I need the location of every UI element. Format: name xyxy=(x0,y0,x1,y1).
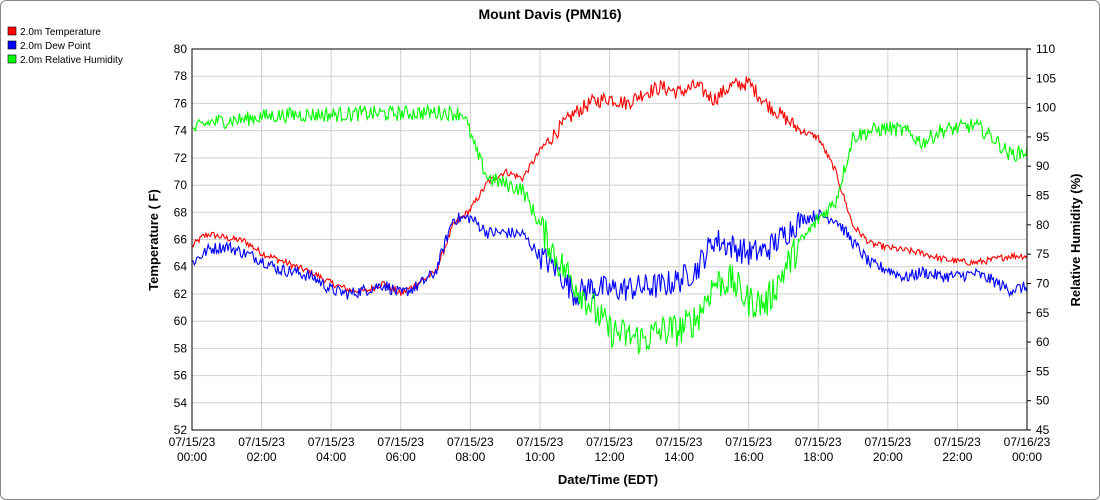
series-line-0 xyxy=(191,76,1028,296)
left-tick-label: 54 xyxy=(174,396,188,410)
chart-lines xyxy=(191,76,1028,355)
x-tick-date: 07/15/23 xyxy=(795,435,842,449)
left-tick-label: 60 xyxy=(174,314,188,328)
x-tick-time: 00:00 xyxy=(177,450,207,464)
right-tick-label: 65 xyxy=(1036,306,1050,320)
left-tick-label: 70 xyxy=(174,178,188,192)
left-tick-label: 52 xyxy=(174,423,188,437)
chart-legend: 2.0m Temperature 2.0m Dew Point 2.0m Relat… xyxy=(7,26,123,66)
x-tick-date: 07/15/23 xyxy=(586,435,633,449)
x-tick-date: 07/15/23 xyxy=(308,435,355,449)
series-line-1 xyxy=(191,208,1028,307)
x-tick-time: 08:00 xyxy=(455,450,485,464)
x-tick-time: 22:00 xyxy=(942,450,972,464)
x-axis-label: Date/Time (EDT) xyxy=(558,472,658,487)
x-tick-time: 04:00 xyxy=(316,450,346,464)
chart-grid xyxy=(191,48,1028,431)
x-tick-time: 18:00 xyxy=(803,450,833,464)
right-tick-label: 75 xyxy=(1036,247,1050,261)
left-tick-label: 76 xyxy=(174,96,188,110)
chart-title: Mount Davis (PMN16) xyxy=(478,6,621,22)
x-tick-time: 10:00 xyxy=(525,450,555,464)
x-tick-time: 14:00 xyxy=(664,450,694,464)
right-tick-label: 70 xyxy=(1036,276,1050,290)
right-tick-label: 110 xyxy=(1036,42,1055,56)
legend-label: 2.0m Dew Point xyxy=(20,41,91,52)
right-axis-ticks: 45 50 55 60 65 70 75 80 85 90 95 100 105 110 xyxy=(1027,42,1056,437)
x-tick-date: 07/15/23 xyxy=(725,435,772,449)
legend-swatch xyxy=(7,40,17,50)
left-tick-label: 68 xyxy=(174,205,188,219)
plot-area-border xyxy=(191,48,1028,431)
right-tick-label: 85 xyxy=(1036,189,1050,203)
x-tick-date: 07/15/23 xyxy=(169,435,216,449)
legend-label: 2.0m Relative Humidity xyxy=(20,55,123,66)
right-tick-label: 90 xyxy=(1036,159,1050,173)
legend-swatch xyxy=(7,26,17,36)
left-tick-label: 62 xyxy=(174,287,188,301)
chart-axes xyxy=(191,48,1028,431)
x-tick-date: 07/15/23 xyxy=(864,435,911,449)
right-tick-label: 60 xyxy=(1036,335,1050,349)
right-tick-label: 105 xyxy=(1036,71,1056,85)
x-tick-date: 07/15/23 xyxy=(656,435,703,449)
x-tick-date: 07/15/23 xyxy=(377,435,424,449)
right-tick-label: 55 xyxy=(1036,364,1050,378)
left-tick-label: 64 xyxy=(174,260,188,274)
left-axis-ticks: 52 54 56 58 60 62 64 66 68 70 72 74 76 78 80 xyxy=(174,42,188,437)
right-tick-label: 50 xyxy=(1036,394,1050,408)
series-line-2 xyxy=(191,103,1028,355)
legend-label: 2.0m Temperature xyxy=(20,27,101,38)
x-tick-time: 02:00 xyxy=(247,450,277,464)
x-axis-ticks: 07/15/2300:0007/15/2302:0007/15/2304:000… xyxy=(169,435,1051,464)
x-tick-time: 12:00 xyxy=(594,450,624,464)
left-tick-label: 66 xyxy=(174,233,188,247)
x-tick-time: 06:00 xyxy=(386,450,416,464)
x-tick-time: 00:00 xyxy=(1012,450,1042,464)
right-tick-label: 100 xyxy=(1036,101,1056,115)
x-tick-date: 07/15/23 xyxy=(447,435,494,449)
left-tick-label: 80 xyxy=(174,42,188,56)
right-tick-label: 95 xyxy=(1036,130,1050,144)
x-tick-time: 16:00 xyxy=(734,450,764,464)
left-axis-label: Temperature ( F) xyxy=(146,189,161,291)
x-tick-date: 07/15/23 xyxy=(517,435,564,449)
x-tick-date: 07/16/23 xyxy=(1004,435,1051,449)
left-tick-label: 58 xyxy=(174,341,188,355)
left-tick-label: 72 xyxy=(174,151,188,165)
x-tick-date: 07/15/23 xyxy=(934,435,981,449)
left-tick-label: 74 xyxy=(174,124,188,138)
legend-swatch xyxy=(7,54,17,64)
x-tick-date: 07/15/23 xyxy=(238,435,285,449)
left-tick-label: 78 xyxy=(174,69,188,83)
right-axis-label: Relative Humidity (%) xyxy=(1068,174,1083,307)
right-tick-label: 45 xyxy=(1036,423,1050,437)
left-tick-label: 56 xyxy=(174,369,188,383)
x-tick-time: 20:00 xyxy=(873,450,903,464)
right-tick-label: 80 xyxy=(1036,218,1050,232)
